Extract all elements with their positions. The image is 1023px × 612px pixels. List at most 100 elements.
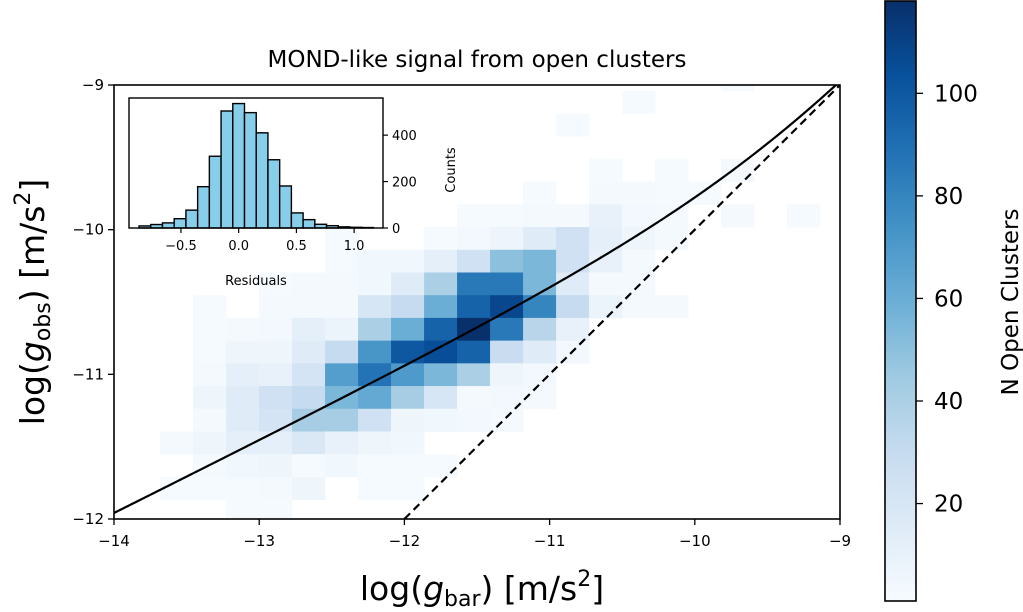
heatmap-cell (523, 363, 557, 387)
colorbar-tick-label: 60 (934, 286, 963, 312)
heatmap-cell (490, 249, 524, 273)
heatmap-cell (259, 295, 293, 319)
heatmap-cell (490, 317, 524, 342)
histogram-bar (255, 132, 269, 229)
heatmap-cell (391, 249, 425, 273)
inset-x-tick-label: 0.5 (286, 239, 307, 254)
heatmap-cell (226, 431, 260, 455)
x-tick-label: −9 (829, 532, 851, 550)
x-axis-ticks: −14 −13 −12 −11 −10 −9 (98, 519, 851, 550)
inset-x-tick-label: −0.5 (165, 239, 197, 254)
inset-y-ticks: 0 200 400 (383, 129, 417, 237)
heatmap-cell (226, 363, 260, 387)
inset-y-tick-label: 200 (392, 176, 417, 191)
heatmap-cell (589, 227, 623, 251)
heatmap-cell (490, 204, 524, 228)
heatmap-cell (457, 227, 491, 251)
heatmap-cell (358, 454, 392, 478)
heatmap-cell (358, 408, 392, 432)
heatmap-cell (721, 85, 755, 92)
heatmap-cell (457, 272, 491, 296)
heatmap-cell (556, 317, 590, 342)
heatmap-cell (589, 272, 623, 296)
heatmap-cell (358, 340, 392, 364)
heatmap-cell (358, 363, 392, 387)
colorbar-label: N Open Clusters (998, 209, 1023, 396)
heatmap-cell (490, 408, 524, 432)
heatmap-cell (424, 340, 458, 364)
colorbar (884, 0, 917, 602)
heatmap-cell (325, 340, 359, 364)
heatmap-cell (325, 408, 359, 432)
heatmap-cell (424, 295, 458, 319)
heatmap-cell (490, 272, 524, 296)
histogram-bar (208, 155, 222, 229)
histogram-bar (173, 218, 187, 229)
histogram-bar (161, 222, 175, 229)
main-axes-frame (113, 84, 841, 520)
heatmap-cell (193, 476, 227, 501)
heatmap-cell (457, 295, 491, 319)
heatmap-cell (391, 476, 425, 501)
heatmap-cell (259, 431, 293, 455)
heatmap-cell (523, 386, 557, 410)
heatmap-cell (424, 454, 458, 478)
inset-x-ticks: −0.5 0.0 0.5 1.0 (165, 228, 364, 254)
heatmap-cell (391, 386, 425, 410)
heatmap-cell (589, 204, 623, 228)
inset-y-label: Counts (444, 147, 459, 193)
chart-title: MOND-like signal from open clusters (268, 47, 687, 73)
heatmap-cell (556, 227, 590, 251)
heatmap-cell (391, 317, 425, 342)
heatmap-cell (259, 317, 293, 342)
heatmap-cells (160, 85, 821, 519)
heatmap-cell (325, 317, 359, 342)
heatmap-cell (325, 431, 359, 455)
y-tick-label: −11 (72, 365, 104, 383)
heatmap-cell (457, 408, 491, 432)
heatmap-cell (226, 408, 260, 432)
heatmap-cell (457, 363, 491, 387)
x-tick-label: −13 (243, 532, 275, 550)
heatmap-cell (490, 386, 524, 410)
colorbar-tick-label: 40 (934, 389, 963, 415)
y-axis-ticks: −12 −11 −10 −9 (72, 76, 114, 528)
heatmap-cell (325, 272, 359, 296)
heatmap-cell (325, 295, 359, 319)
heatmap-cell (391, 363, 425, 387)
x-axis-label: log(gbar) [m/s2] (360, 567, 604, 612)
heatmap-cell (259, 340, 293, 364)
histogram-bar (290, 212, 304, 229)
x-tick-label: −11 (534, 532, 566, 550)
heatmap-cell (325, 227, 359, 251)
heatmap-cell (193, 431, 227, 455)
heatmap-cell (226, 386, 260, 410)
x-tick-label: −10 (679, 532, 711, 550)
heatmap-cell (391, 431, 425, 455)
heatmap-cell (391, 272, 425, 296)
heatmap-cell (358, 431, 392, 455)
heatmap-cell (490, 340, 524, 364)
heatmap-cell (622, 181, 656, 205)
heatmap-cell (259, 499, 293, 519)
heatmap-cell (292, 340, 326, 364)
heatmap-cell (193, 363, 227, 387)
heatmap-cell (292, 454, 326, 478)
heatmap-cell (259, 272, 293, 296)
histogram-bar (220, 110, 234, 229)
inset-x-tick-label: 1.0 (344, 239, 365, 254)
heatmap-cell (457, 386, 491, 410)
inset-x-tick-label: 0.0 (228, 239, 249, 254)
heatmap-cell (457, 340, 491, 364)
heatmap-cell (292, 272, 326, 296)
heatmap-cell (523, 272, 557, 296)
heatmap-cell (655, 158, 689, 183)
heatmap-cell (589, 295, 623, 319)
heatmap-cell (325, 249, 359, 273)
heatmap-cell (721, 158, 755, 183)
heatmap-cell (391, 408, 425, 432)
heatmap-cell (622, 227, 656, 251)
inset-y-tick-label: 0 (392, 222, 400, 237)
heatmap-cell (490, 295, 524, 319)
heatmap-cell (226, 340, 260, 364)
